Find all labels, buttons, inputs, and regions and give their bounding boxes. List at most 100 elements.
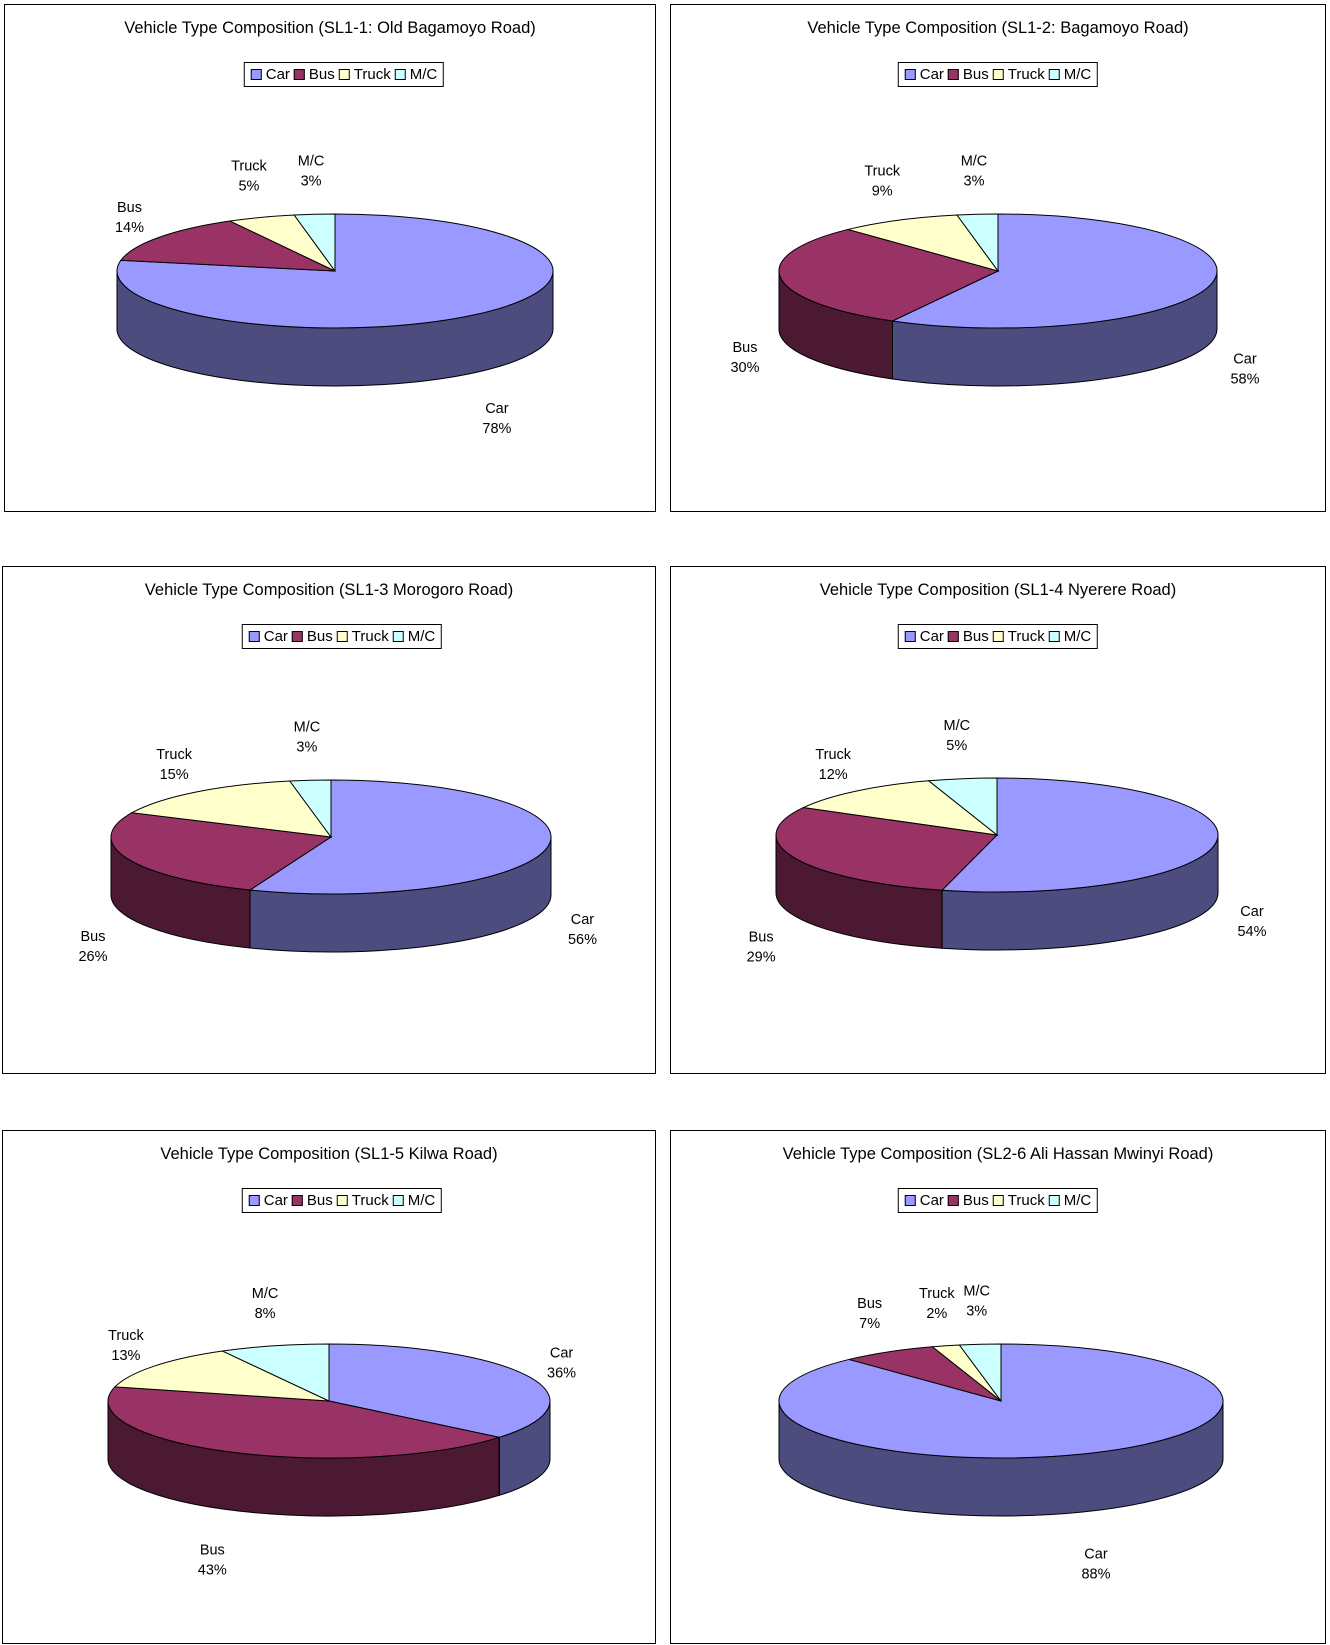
chart-title: Vehicle Type Composition (SL1-4 Nyerere … [819, 581, 1177, 599]
legend-swatch-car [248, 1195, 260, 1206]
pie-value-m-c: 3% [966, 1303, 987, 1319]
legend-label: Truck [351, 628, 389, 645]
legend-item-m-c: M/C [1048, 628, 1092, 645]
legend-swatch-bus [291, 631, 303, 642]
pie-label-m-c: M/C [963, 1283, 990, 1299]
pie-label-m-c: M/C [961, 153, 988, 169]
chart-legend: Car Bus Truck M/C [897, 62, 1099, 87]
legend-item-car: Car [250, 66, 290, 83]
legend-swatch-m-c [1048, 1195, 1060, 1206]
legend-swatch-bus [947, 631, 959, 642]
pie-value-truck: 5% [238, 179, 259, 195]
pie-slice-truck [130, 780, 333, 838]
pie-label-m-c: M/C [298, 153, 325, 169]
legend-swatch-bus [947, 69, 959, 80]
pie-label-truck: Truck [156, 747, 192, 763]
pie-label-car: Car [1240, 904, 1264, 920]
legend-label: Car [263, 628, 288, 645]
legend-item-car: Car [904, 66, 944, 83]
pie-value-truck: 12% [819, 767, 848, 783]
pie-slice-bus [110, 812, 333, 891]
legend-swatch-truck [992, 631, 1004, 642]
pie-label-car: Car [1233, 352, 1257, 368]
legend-label: Bus [962, 628, 989, 645]
chart-panel-6: Vehicle Type Composition (SL2-6 Ali Hass… [670, 1130, 1326, 1644]
legend-swatch-truck [336, 631, 348, 642]
pie-label-bus: Bus [117, 200, 142, 216]
legend-label: Car [919, 1192, 944, 1209]
legend-item-truck: Truck [992, 628, 1045, 645]
pie-value-truck: 15% [160, 767, 189, 783]
legend-swatch-bus [293, 69, 305, 80]
pie-value-car: 88% [1081, 1566, 1110, 1582]
pie-label-car: Car [550, 1346, 574, 1362]
legend-label: Bus [308, 66, 335, 83]
chart-panel-3: Vehicle Type Composition (SL1-3 Morogoro… [2, 566, 656, 1074]
legend-swatch-bus [291, 1195, 303, 1206]
pie-value-truck: 13% [111, 1348, 140, 1364]
chart-legend: Car Bus Truck M/C [897, 1188, 1099, 1213]
legend-item-truck: Truck [336, 628, 389, 645]
pie-chart: Car 58% Bus 30% Truck 9% M/C 3% [730, 153, 1259, 387]
legend-item-car: Car [248, 628, 288, 645]
legend-item-m-c: M/C [1048, 66, 1092, 83]
pie-value-m-c: 8% [255, 1306, 276, 1322]
pie-value-m-c: 3% [301, 173, 322, 189]
pie-slice-bus [778, 228, 1000, 322]
legend-label: M/C [1063, 66, 1092, 83]
legend-label: M/C [407, 628, 436, 645]
legend-item-truck: Truck [336, 1192, 389, 1209]
legend-swatch-m-c [392, 1195, 404, 1206]
legend-item-m-c: M/C [1048, 1192, 1092, 1209]
pie-label-truck: Truck [815, 747, 851, 763]
pie-value-bus: 26% [78, 949, 107, 965]
pie-chart: Car 36% Bus 43% Truck 13% M/C 8% [107, 1286, 576, 1579]
chart-title: Vehicle Type Composition (SL2-6 Ali Hass… [782, 1145, 1214, 1163]
pie-chart: Car 78% Bus 14% Truck 5% M/C 3% [115, 153, 554, 437]
pie-value-truck: 2% [926, 1306, 947, 1322]
legend-label: M/C [1063, 1192, 1092, 1209]
pie-label-bus: Bus [200, 1543, 225, 1559]
pie-label-truck: Truck [231, 159, 267, 175]
pie-label-truck: Truck [919, 1286, 955, 1302]
legend-label: M/C [1063, 628, 1092, 645]
pie-label-bus: Bus [80, 929, 105, 945]
legend-label: Car [263, 1192, 288, 1209]
legend-item-bus: Bus [291, 1192, 333, 1209]
legend-label: Bus [306, 628, 333, 645]
pie-value-m-c: 3% [964, 173, 985, 189]
pie-value-car: 56% [568, 932, 597, 948]
pie-chart: Car 88% Bus 7% Truck 2% M/C 3% [778, 1283, 1224, 1582]
legend-label: Car [919, 66, 944, 83]
legend-swatch-car [904, 69, 916, 80]
legend-item-car: Car [248, 1192, 288, 1209]
pie-value-bus: 30% [730, 360, 759, 376]
legend-item-bus: Bus [293, 66, 335, 83]
chart-panel-2: Vehicle Type Composition (SL1-2: Bagamoy… [670, 4, 1326, 512]
pie-slice-m-c [927, 777, 998, 837]
pie-value-bus: 29% [747, 950, 776, 966]
legend-item-bus: Bus [947, 66, 989, 83]
pie-slice-truck [801, 780, 999, 836]
pie-value-car: 36% [547, 1366, 576, 1382]
pie-slice-truck [113, 1350, 330, 1402]
pie-slice-bus [107, 1386, 502, 1459]
pie-slice-m-c [220, 1343, 330, 1402]
pie-label-car: Car [571, 912, 595, 928]
legend-item-truck: Truck [992, 1192, 1045, 1209]
pie-value-m-c: 3% [296, 739, 317, 755]
pie-label-car: Car [485, 401, 509, 417]
chart-panel-1: Vehicle Type Composition (SL1-1: Old Bag… [4, 4, 656, 512]
legend-swatch-truck [992, 69, 1004, 80]
legend-swatch-m-c [392, 631, 404, 642]
legend-item-truck: Truck [992, 66, 1045, 83]
legend-label: Car [265, 66, 290, 83]
pie-value-truck: 9% [872, 183, 893, 199]
pie-label-car: Car [1084, 1546, 1108, 1562]
legend-label: Truck [351, 1192, 389, 1209]
legend-label: M/C [409, 66, 438, 83]
pie-slice-m-c [288, 779, 332, 839]
chart-title: Vehicle Type Composition (SL1-1: Old Bag… [124, 19, 536, 37]
legend-item-truck: Truck [338, 66, 391, 83]
pie-slice-car [328, 1343, 551, 1438]
